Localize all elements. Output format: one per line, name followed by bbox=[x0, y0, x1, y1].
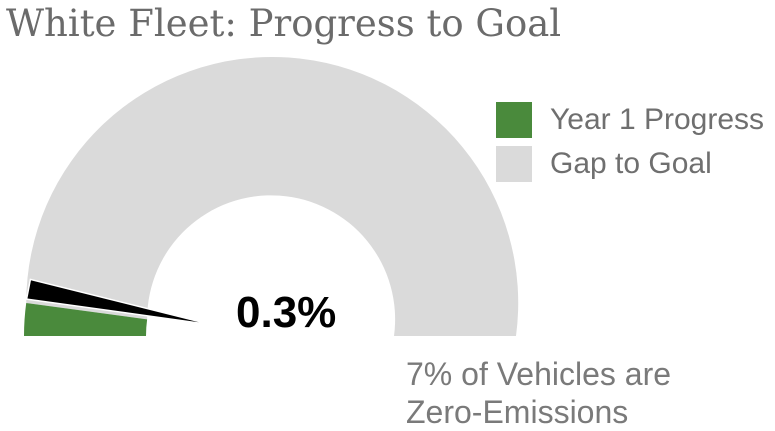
goal-footnote-line-2: Zero-Emissions bbox=[406, 394, 629, 430]
year-1-progress-arc bbox=[24, 302, 148, 336]
legend-item-year-1-progress: Year 1 Progress bbox=[496, 98, 764, 142]
legend-swatch-year-1-progress bbox=[496, 102, 532, 138]
gap-to-goal-arc bbox=[26, 56, 519, 337]
legend-label-year-1-progress: Year 1 Progress bbox=[550, 103, 765, 136]
legend-swatch-gap-to-goal bbox=[496, 146, 532, 182]
legend: Year 1 Progress Gap to Goal bbox=[496, 98, 764, 186]
legend-item-gap-to-goal: Gap to Goal bbox=[496, 142, 764, 186]
goal-footnote-line-1: 7% of Vehicles are bbox=[406, 356, 672, 392]
gauge-value-label: 0.3% bbox=[236, 288, 337, 337]
goal-footnote: 7% of Vehicles are Zero-Emissions bbox=[406, 355, 671, 431]
chart-title: White Fleet: Progress to Goal bbox=[6, 2, 562, 45]
gauge-needle bbox=[25, 278, 214, 326]
legend-label-gap-to-goal: Gap to Goal bbox=[550, 147, 712, 180]
